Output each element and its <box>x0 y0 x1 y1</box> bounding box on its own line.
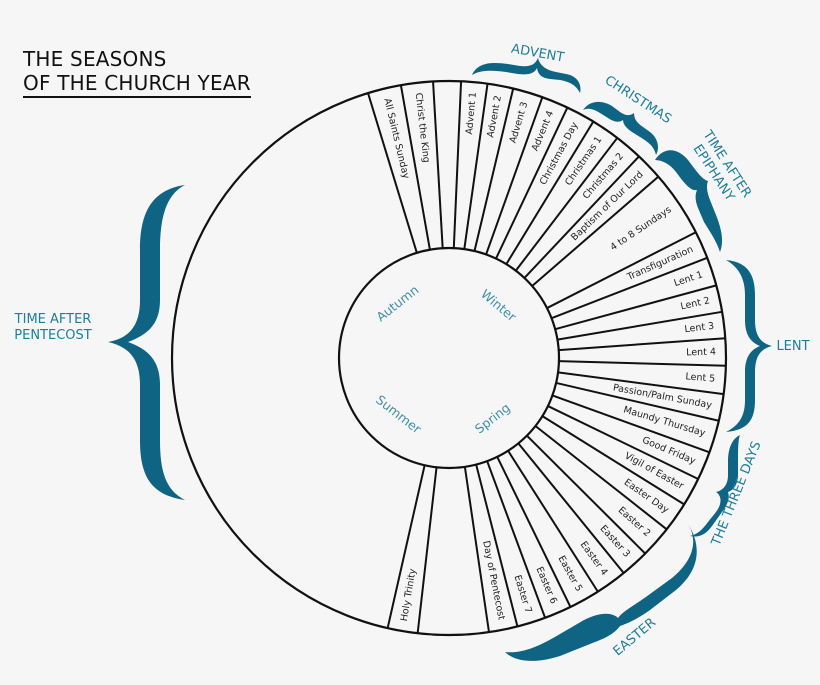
segment-divider <box>558 360 726 367</box>
segment-label: Lent 3 <box>684 321 715 335</box>
brace-epiphany <box>655 150 723 252</box>
segment-divider <box>495 107 569 259</box>
segment-label: Advent 1 <box>464 92 479 135</box>
wheel: All Saints Sunday Christ the King Advent 1… <box>170 79 728 637</box>
brace-three-days <box>690 435 740 537</box>
segment-label: Holy Trinity <box>399 567 419 622</box>
segment-label: Day of Pentecost <box>480 540 507 621</box>
segment-label: Easter 2 <box>616 505 653 539</box>
diagram-title: THE SEASONS OF THE CHURCH YEAR <box>23 47 251 98</box>
segment-divider <box>551 256 708 320</box>
segment-divider <box>399 85 431 250</box>
segment-divider <box>475 464 519 627</box>
segment-divider <box>507 450 599 593</box>
brace-christmas <box>583 101 658 155</box>
brace-easter <box>505 524 697 661</box>
segment-divider <box>552 394 710 454</box>
segment-divider <box>554 284 717 331</box>
segment-label: Lent 2 <box>680 295 711 312</box>
segment-divider <box>386 465 426 629</box>
segment-label: Easter 4 <box>578 539 610 577</box>
segment-label: Lent 1 <box>673 269 705 289</box>
title-line-1: THE SEASONS <box>23 47 167 71</box>
segment-label: Advent 4 <box>530 109 556 153</box>
title-line-2: OF THE CHURCH YEAR <box>23 71 251 98</box>
segment-divider <box>541 415 685 506</box>
group-label-lent: LENT <box>776 339 809 354</box>
inner-circle <box>337 246 561 470</box>
segment-divider <box>547 405 699 480</box>
segment-divider <box>416 467 438 634</box>
segment-divider <box>496 456 572 608</box>
segment-label: Easter 6 <box>533 565 559 605</box>
segment-divider <box>432 81 444 249</box>
segment-divider <box>526 434 646 555</box>
segment-divider <box>558 337 726 352</box>
outer-ring <box>170 79 728 637</box>
segment-divider <box>367 92 418 254</box>
segment-label: Lent 5 <box>685 371 716 384</box>
segment-label: Easter 3 <box>598 523 633 560</box>
segment-divider <box>531 175 660 287</box>
segment-divider <box>517 442 625 574</box>
segment-divider <box>555 381 720 422</box>
brace-lent <box>726 260 772 432</box>
segment-divider <box>557 310 723 341</box>
segment-divider <box>534 425 668 531</box>
brace-time-after-pentecost <box>108 185 185 500</box>
segment-label: Lent 4 <box>686 347 716 359</box>
segment-divider <box>515 137 619 272</box>
segment-divider <box>452 81 463 249</box>
segment-dividers <box>367 81 726 634</box>
segment-divider <box>523 155 640 279</box>
segment-divider <box>505 121 595 265</box>
segment-divider <box>486 460 547 619</box>
segment-label: Advent 2 <box>485 95 504 139</box>
segment-label: Christ the King <box>413 92 432 163</box>
segment-label: Easter 5 <box>555 554 584 594</box>
segment-divider <box>463 466 490 633</box>
segment-divider <box>485 96 544 255</box>
brace-advent <box>472 58 581 93</box>
segment-divider <box>557 371 724 396</box>
segment-label: Maundy Thursday <box>622 404 707 439</box>
segment-label: All Saints Sunday <box>381 97 411 180</box>
segment-divider <box>546 231 697 309</box>
segment-divider <box>473 88 515 252</box>
segment-divider <box>463 83 489 250</box>
group-label-time-after-pentecost: TIME AFTER PENTECOST <box>14 312 92 343</box>
